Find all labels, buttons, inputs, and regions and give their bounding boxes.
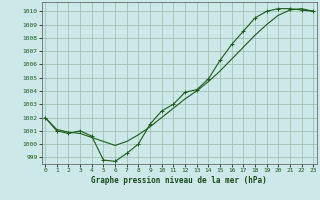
X-axis label: Graphe pression niveau de la mer (hPa): Graphe pression niveau de la mer (hPa) <box>91 176 267 185</box>
